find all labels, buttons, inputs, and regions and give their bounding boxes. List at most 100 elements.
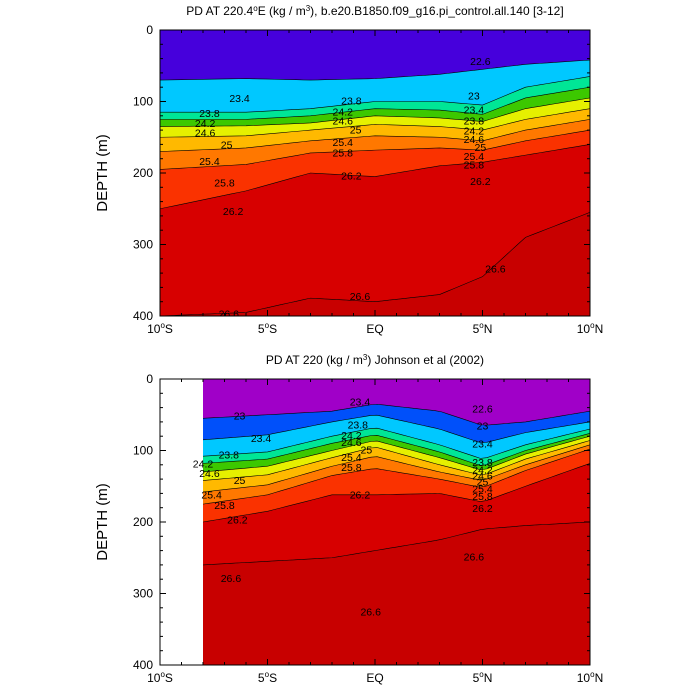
contour-label: 26.6: [350, 291, 371, 303]
x-tick-label: EQ: [366, 322, 383, 336]
y-axis-label-model: DEPTH (m): [94, 134, 111, 212]
contour-label: 23.4: [229, 93, 250, 105]
x-tick-label: 10oN: [577, 670, 603, 685]
panel-obs: 2323.423.824.224.62525.425.826.226.623.4…: [94, 372, 603, 685]
contour-line-24.2: [202, 433, 590, 466]
x-tick-label: 10oN: [577, 321, 603, 336]
contour-label: 25: [350, 125, 362, 137]
contour-line-25.8: [160, 129, 590, 170]
contour-label: 24.2: [472, 464, 493, 476]
contour-line-25.8: [202, 448, 590, 505]
contour-label: 25: [234, 475, 246, 487]
y-tick-label: 400: [133, 309, 153, 323]
contour-line-23.4: [160, 59, 590, 81]
contour-label: 24.6: [341, 437, 362, 449]
contour-label: 24.2: [193, 459, 214, 471]
contour-line-25: [160, 108, 590, 138]
y-tick-label: 100: [133, 95, 153, 109]
contour-band-10: [203, 522, 590, 665]
contour-label: 25: [475, 142, 487, 154]
contour-label: 26.2: [223, 206, 244, 218]
contour-field-obs: 2323.423.824.224.62525.425.826.226.623.4…: [193, 379, 590, 665]
contour-label: 23.8: [219, 449, 240, 461]
x-tick-label: 5oS: [258, 321, 277, 336]
y-tick-label: 300: [133, 238, 153, 252]
y-tick-label: 300: [133, 587, 153, 601]
contour-label: 26.6: [221, 573, 242, 585]
contour-label: 23.8: [472, 457, 493, 469]
contour-line-26.6: [160, 212, 590, 316]
contour-label: 23.4: [472, 439, 493, 451]
contour-band-8: [203, 449, 590, 522]
contour-label: 23: [477, 421, 489, 433]
contour-band-6: [203, 440, 590, 492]
contour-band-7: [160, 130, 590, 209]
contour-label: 23.8: [199, 108, 220, 120]
panel-title-obs: PD AT 220 (kg / m3) Johnson et al (2002): [266, 353, 484, 367]
contour-label: 24.6: [464, 134, 485, 146]
contour-label: 26.6: [464, 552, 485, 564]
contour-label: 25: [477, 476, 489, 488]
contour-band-4: [203, 433, 590, 472]
contour-label: 23.4: [350, 396, 371, 408]
contour-label: 25: [221, 140, 233, 152]
contour-label: 26.2: [470, 176, 491, 188]
contour-label: 23.8: [348, 419, 369, 431]
contour-label: 24.2: [333, 107, 354, 119]
contour-label: 23: [468, 90, 480, 102]
contour-label: 23.8: [464, 115, 485, 127]
contour-label: 23.4: [251, 433, 272, 445]
contour-label: 24.6: [199, 468, 220, 480]
contour-line-23.8: [202, 427, 590, 459]
x-tick-label: EQ: [366, 671, 383, 685]
contour-band-0: [160, 30, 590, 81]
contour-band-2: [160, 76, 590, 120]
y-tick-label: 200: [133, 166, 153, 180]
contour-label: 25.4: [201, 489, 222, 501]
contour-label: 25.8: [341, 462, 362, 474]
contour-label: 26.6: [485, 263, 506, 275]
contour-line-23.4: [202, 414, 590, 443]
contour-label: 24.6: [195, 127, 216, 139]
contour-line-23.8: [160, 76, 590, 113]
contour-band-9: [160, 212, 590, 316]
contour-band-5: [160, 108, 590, 152]
contour-label: 23: [234, 411, 246, 423]
contour-label: 26.2: [472, 503, 493, 515]
contour-label: 25.8: [214, 500, 235, 512]
contour-band-8: [160, 144, 590, 316]
x-tick-label: 10oS: [147, 670, 173, 685]
contour-band-7: [203, 444, 590, 505]
x-tick-label: 5oS: [258, 670, 277, 685]
contour-label: 26.2: [350, 489, 371, 501]
x-tick-label: 5oN: [473, 321, 493, 336]
contour-label: 26.6: [360, 607, 381, 619]
contour-label: 26.2: [227, 514, 248, 526]
contour-field-model: 23.423.824.224.62525.425.826.226.623.824…: [160, 30, 590, 316]
contour-label: 22.6: [472, 404, 493, 416]
contour-label: 23.8: [341, 95, 362, 107]
contour-line-23: [202, 403, 590, 426]
y-tick-label: 0: [146, 372, 153, 386]
contour-label: 25.8: [464, 160, 485, 172]
contour-label: 25.8: [333, 147, 354, 159]
y-axis-label-obs: DEPTH (m): [94, 483, 111, 561]
x-axis-model: 10oS 5oS EQ 5oN 10oN: [147, 30, 603, 336]
contour-line-26.2: [202, 463, 590, 523]
contour-label: 25.4: [199, 156, 220, 168]
x-axis-obs: 10oS 5oS EQ 5oN 10oN: [147, 379, 603, 685]
y-tick-label: 400: [133, 658, 153, 672]
panel-title-model: PD AT 220.4oE (kg / m3), b.e20.B1850.f09…: [186, 4, 563, 18]
y-tick-label: 0: [146, 23, 153, 37]
contour-line-24.6: [202, 435, 590, 473]
contour-label: 24.2: [464, 125, 485, 137]
y-tick-label: 200: [133, 515, 153, 529]
x-tick-label: 10oS: [147, 321, 173, 336]
contour-label: 25.4: [341, 452, 362, 464]
contour-label: 22.6: [470, 56, 491, 68]
contour-line-24.2: [160, 86, 590, 120]
contour-band-5: [203, 436, 590, 481]
contour-band-4: [160, 97, 590, 138]
